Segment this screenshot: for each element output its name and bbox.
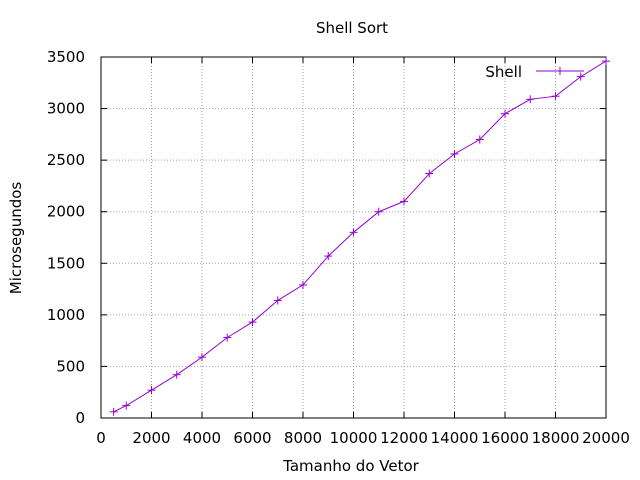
x-tick-label: 8000 [284, 429, 322, 447]
x-tick-label: 14000 [431, 429, 479, 447]
x-axis-label: Tamanho do Vetor [282, 457, 419, 475]
data-point-marker [526, 95, 535, 104]
x-tick-label: 0 [96, 429, 106, 447]
data-point-marker [122, 401, 131, 410]
y-tick-label: 1000 [47, 306, 85, 324]
y-tick-label: 2000 [47, 203, 85, 221]
legend: Shell [485, 63, 584, 81]
legend-marker [556, 67, 564, 75]
data-point-marker [109, 407, 118, 416]
data-point-marker [273, 296, 282, 305]
legend-label: Shell [485, 63, 522, 81]
grid [101, 57, 606, 418]
series-layer [109, 57, 610, 416]
y-tick-label: 1500 [47, 254, 85, 272]
x-tick-label: 4000 [183, 429, 221, 447]
data-point-marker [501, 109, 509, 118]
x-tick-label: 18000 [532, 429, 580, 447]
x-tick-label: 10000 [330, 429, 378, 447]
data-point-marker [576, 72, 585, 81]
data-point-marker [223, 333, 232, 342]
y-tick-label: 0 [75, 409, 85, 427]
data-point-marker [324, 252, 333, 261]
data-point-marker [248, 318, 257, 327]
x-tick-label: 16000 [481, 429, 529, 447]
y-tick-label: 2500 [47, 151, 85, 169]
axis-ticks: 0 2000 4000 6000 8000 10000 12000 14000 16000 180… [47, 48, 630, 447]
data-point-marker [198, 353, 206, 362]
data-point-marker [425, 169, 434, 178]
x-tick-label: 12000 [380, 429, 428, 447]
data-point-marker [349, 228, 358, 237]
data-point-marker [147, 386, 156, 395]
series-line-shell [113, 60, 607, 413]
x-tick-label: 6000 [233, 429, 271, 447]
x-tick-label: 20000 [582, 429, 630, 447]
data-point-marker [172, 370, 181, 379]
chart-title: Shell Sort [316, 19, 388, 37]
x-tick-label: 2000 [132, 429, 170, 447]
data-point-marker [551, 92, 560, 101]
y-tick-label: 3500 [47, 48, 85, 66]
y-tick-label: 500 [56, 357, 85, 375]
data-point-marker [475, 135, 484, 144]
y-axis-label: Microsegundos [7, 182, 25, 295]
legend-marker-plus [556, 67, 564, 75]
data-point-marker [299, 280, 307, 289]
y-tick-label: 3000 [47, 100, 85, 118]
data-point-marker [602, 57, 610, 66]
data-point-marker [400, 197, 408, 206]
data-point-marker [450, 149, 459, 158]
data-point-marker [374, 207, 383, 216]
